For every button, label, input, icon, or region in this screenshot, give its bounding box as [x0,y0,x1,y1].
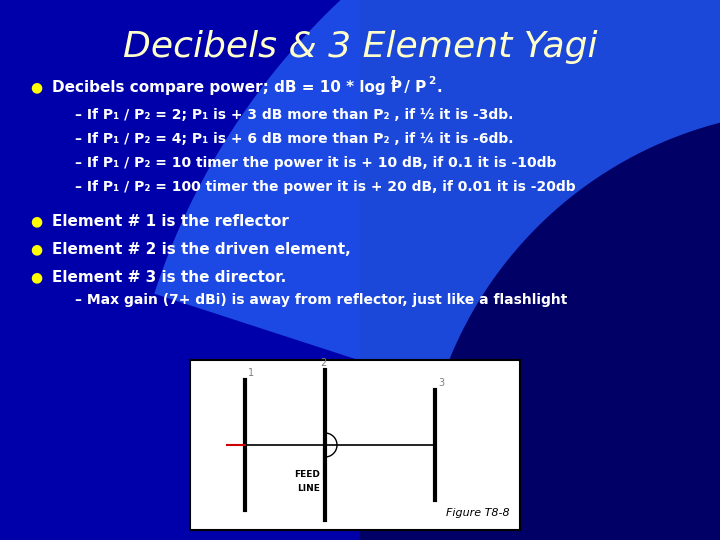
Text: LINE: LINE [297,484,320,493]
Text: Decibels & 3 Element Yagi: Decibels & 3 Element Yagi [122,30,598,64]
Text: – If P₁ / P₂ = 4; P₁ is + 6 dB more than P₂ , if ¼ it is -6db.: – If P₁ / P₂ = 4; P₁ is + 6 dB more than… [75,132,513,146]
Text: ●: ● [30,242,42,256]
Text: – Max gain (7+ dBi) is away from reflector, just like a flashlight: – Max gain (7+ dBi) is away from reflect… [75,293,567,307]
Text: 2: 2 [428,76,436,86]
Text: 1: 1 [390,76,397,86]
Text: ●: ● [30,214,42,228]
Text: / P: / P [399,80,426,95]
Text: Element # 2 is the driven element,: Element # 2 is the driven element, [52,242,351,257]
Text: – If P₁ / P₂ = 10 timer the power it is + 10 dB, if 0.1 it is -10db: – If P₁ / P₂ = 10 timer the power it is … [75,156,557,170]
Text: – If P₁ / P₂ = 100 timer the power it is + 20 dB, if 0.01 it is -20db: – If P₁ / P₂ = 100 timer the power it is… [75,180,575,194]
Text: Figure T8-8: Figure T8-8 [446,508,510,518]
Text: ●: ● [30,80,42,94]
Text: ●: ● [30,270,42,284]
Text: – If P₁ / P₂ = 2; P₁ is + 3 dB more than P₂ , if ½ it is -3db.: – If P₁ / P₂ = 2; P₁ is + 3 dB more than… [75,108,513,122]
Polygon shape [360,0,720,540]
Text: 3: 3 [438,378,444,388]
FancyBboxPatch shape [190,360,520,530]
Text: .: . [436,80,441,95]
Text: Element # 1 is the reflector: Element # 1 is the reflector [52,214,289,229]
Text: 2: 2 [320,358,326,368]
Text: 1: 1 [248,368,254,378]
Text: FEED: FEED [294,470,320,479]
Text: Decibels compare power; dB = 10 * log P: Decibels compare power; dB = 10 * log P [52,80,402,95]
Text: Element # 3 is the director.: Element # 3 is the director. [52,270,287,285]
Polygon shape [154,0,720,387]
